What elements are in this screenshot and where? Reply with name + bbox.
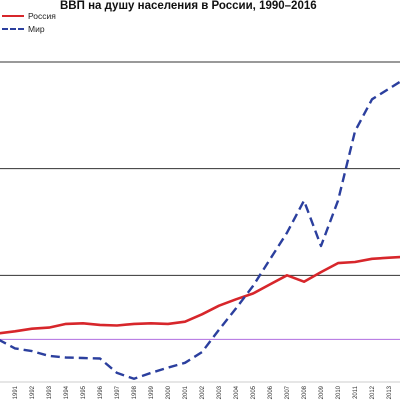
x-tick-label: 2010 [336,385,342,399]
x-tick-label: 2002 [200,385,206,399]
x-tick-label: 2007 [285,385,291,399]
x-tick-layer: 1991 1992 1993 1994 1995 1996 1997 1998 1999 2000… [13,385,393,399]
x-tick-label: 1999 [149,385,155,399]
legend-item-world: Мир [2,22,56,35]
x-tick-label: 2003 [217,385,223,399]
x-tick-label: 1995 [81,385,87,399]
x-tick-label: 2008 [302,385,308,399]
legend: Россия Мир [2,9,56,35]
x-tick-label: 1998 [132,385,138,399]
series-line-world [0,80,400,380]
x-tick-label: 1994 [64,385,70,399]
legend-label-russia: Россия [28,10,56,21]
x-tick-label: 2004 [234,385,240,399]
x-tick-label: 2009 [319,385,325,399]
legend-swatch-world [2,27,24,30]
series-layer [0,80,400,380]
x-tick-label: 1993 [47,385,53,399]
x-tick-label: 2005 [251,385,257,399]
x-tick-label: 1991 [13,385,19,399]
x-tick-label: 2000 [166,385,172,399]
x-tick-label: 2011 [353,385,359,399]
grid-layer [0,61,400,383]
legend-swatch-russia [2,14,24,17]
x-tick-label: 2001 [183,385,189,399]
legend-label-world: Мир [28,23,45,34]
x-tick-label: 1996 [98,385,104,399]
series-line-russia [0,255,400,335]
chart-title: ВВП на душу населения в России, 1990–201… [60,0,317,12]
x-tick-label: 2013 [387,385,393,399]
x-tick-label: 2012 [370,385,376,399]
legend-item-russia: Россия [2,9,56,22]
x-tick-label: 2006 [268,385,274,399]
x-tick-label: 1992 [30,385,36,399]
x-tick-label: 1997 [115,385,121,399]
